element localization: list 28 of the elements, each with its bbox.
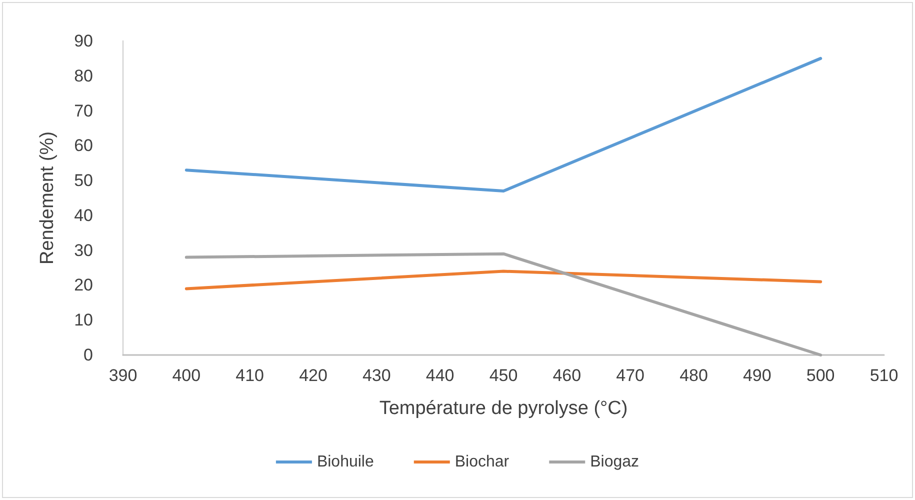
y-tick-label: 20 [74, 276, 93, 295]
y-axis-title: Rendement (%) [37, 131, 58, 265]
x-tick-label: 390 [108, 366, 138, 385]
x-tick-label: 500 [806, 366, 835, 385]
y-tick-label: 10 [74, 310, 93, 330]
y-tick-label: 80 [74, 66, 93, 86]
x-tick-label: 420 [299, 366, 328, 385]
y-tick-label: 70 [74, 101, 93, 120]
x-tick-label: 460 [552, 366, 582, 385]
legend-label: Biohuile [316, 454, 374, 470]
y-tick-label: 90 [74, 32, 93, 50]
x-axis-title: Température de pyrolyse (°C) [379, 398, 628, 419]
x-tick-label: 450 [489, 366, 518, 385]
y-tick-label: 40 [74, 206, 93, 225]
y-tick-label: 0 [84, 346, 93, 364]
x-tick-label: 430 [362, 366, 391, 385]
x-tick-label: 400 [172, 366, 201, 385]
x-tick-label: 440 [426, 366, 454, 385]
x-tick-label: 480 [680, 366, 708, 385]
x-tick-label: 490 [742, 366, 772, 385]
x-tick-label: 410 [236, 366, 264, 385]
legend-label: Biogaz [590, 454, 640, 470]
y-tick-label: 30 [74, 240, 93, 260]
legend-label: Biochar [454, 454, 510, 470]
y-tick-label: 50 [74, 171, 93, 190]
x-tick-label: 510 [870, 366, 898, 385]
y-tick-label: 60 [74, 136, 93, 156]
x-tick-label: 470 [616, 366, 645, 385]
